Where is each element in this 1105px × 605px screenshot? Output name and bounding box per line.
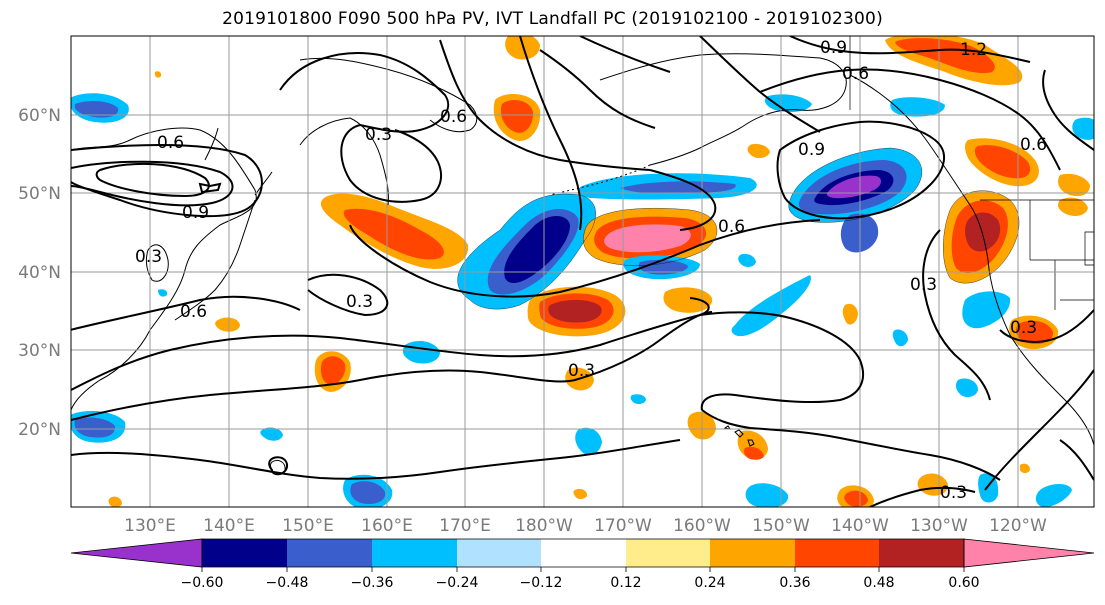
lon-tick-label: 130°W: [910, 516, 968, 536]
contour-label: 1.2: [960, 40, 987, 60]
map-title: 2019101800 F090 500 hPa PV, IVT Landfall…: [222, 9, 883, 29]
contour-label: 0.6: [157, 133, 184, 153]
colorbar-tick-label: −0.24: [436, 575, 479, 591]
colorbar-segment-7: [710, 539, 795, 567]
pv-contours: [71, 36, 1094, 507]
colorbar-tick-label: 0.12: [610, 575, 641, 591]
lon-tick-label: 170°E: [439, 516, 491, 536]
colorbar-segment-3: [372, 539, 457, 567]
colorbar-tick-label: −0.36: [351, 575, 394, 591]
colorbar-tick-label: 0.36: [779, 575, 810, 591]
contour-label: 0.3: [365, 125, 392, 145]
map-area: 0.9 0.6 1.2 0.6 0.3 0.6 0.9 0.9 0.6 0.3 …: [71, 36, 1094, 507]
lon-tick-label: 170°W: [594, 516, 652, 536]
colorbar: −0.60 −0.48 −0.36 −0.24 −0.12 0.12 0.24 …: [70, 538, 1095, 591]
colorbar-tick-label: 0.48: [863, 575, 894, 591]
contour-label: 0.6: [440, 107, 467, 127]
lat-tick-label: 30°N: [18, 341, 61, 361]
contour-label: 0.3: [1010, 318, 1037, 338]
gridlines: [71, 36, 1094, 507]
political-boundaries: [849, 36, 1094, 310]
contour-label: 0.3: [940, 483, 967, 503]
colorbar-segment-8: [795, 539, 879, 567]
lat-tick-label: 50°N: [18, 184, 61, 204]
lon-tick-label: 160°E: [361, 516, 413, 536]
contour-label: 0.9: [820, 38, 847, 58]
colorbar-segment-5: [541, 539, 626, 567]
colorbar-tick-label: 0.24: [694, 575, 725, 591]
contour-label: 0.3: [568, 361, 595, 381]
contour-label: 0.6: [180, 302, 207, 322]
lat-tick-label: 20°N: [18, 420, 61, 440]
colorbar-segment-6: [626, 539, 710, 567]
longitude-labels: 130°E 140°E 150°E 160°E 170°E 180°W 170°…: [124, 516, 1047, 536]
lon-tick-label: 130°E: [124, 516, 176, 536]
colorbar-tick-label: 0.60: [948, 575, 979, 591]
contour-label: 0.6: [842, 64, 869, 84]
contour-label: 0.3: [910, 275, 937, 295]
lon-tick-label: 120°W: [989, 516, 1047, 536]
contour-label: 0.9: [798, 140, 825, 160]
colorbar-ticks: [201, 567, 965, 572]
lon-tick-label: 140°E: [203, 516, 255, 536]
colorbar-tick-label: −0.12: [520, 575, 563, 591]
contour-label: 0.6: [718, 217, 745, 237]
contour-label: 0.3: [346, 292, 373, 312]
colorbar-segment-1: [202, 539, 287, 567]
colorbar-segment-2: [287, 539, 372, 567]
colorbar-segment-10: [963, 538, 1095, 568]
contour-label: 0.6: [1020, 135, 1047, 155]
map-frame: [70, 35, 1095, 508]
colorbar-segment-4: [457, 539, 541, 567]
lon-tick-label: 180°W: [515, 516, 573, 536]
lon-tick-label: 160°W: [673, 516, 731, 536]
latitude-labels: 60°N 50°N 40°N 30°N 20°N: [18, 106, 61, 440]
contour-label: 0.9: [182, 203, 209, 223]
colorbar-segment-9: [879, 539, 964, 567]
lon-tick-label: 140°W: [831, 516, 889, 536]
lon-tick-label: 150°E: [282, 516, 334, 536]
lat-tick-label: 60°N: [18, 106, 61, 126]
lat-tick-label: 40°N: [18, 263, 61, 283]
lon-tick-label: 150°W: [752, 516, 810, 536]
colorbar-segment-0: [70, 538, 203, 568]
contour-label: 0.3: [135, 247, 162, 267]
colorbar-tick-label: −0.48: [266, 575, 309, 591]
colorbar-tick-label: −0.60: [181, 575, 224, 591]
contour-labels: 0.9 0.6 1.2 0.6 0.3 0.6 0.9 0.9 0.6 0.3 …: [135, 38, 1047, 503]
